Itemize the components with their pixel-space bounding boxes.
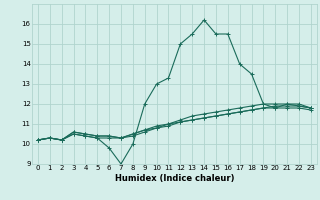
X-axis label: Humidex (Indice chaleur): Humidex (Indice chaleur) (115, 174, 234, 183)
